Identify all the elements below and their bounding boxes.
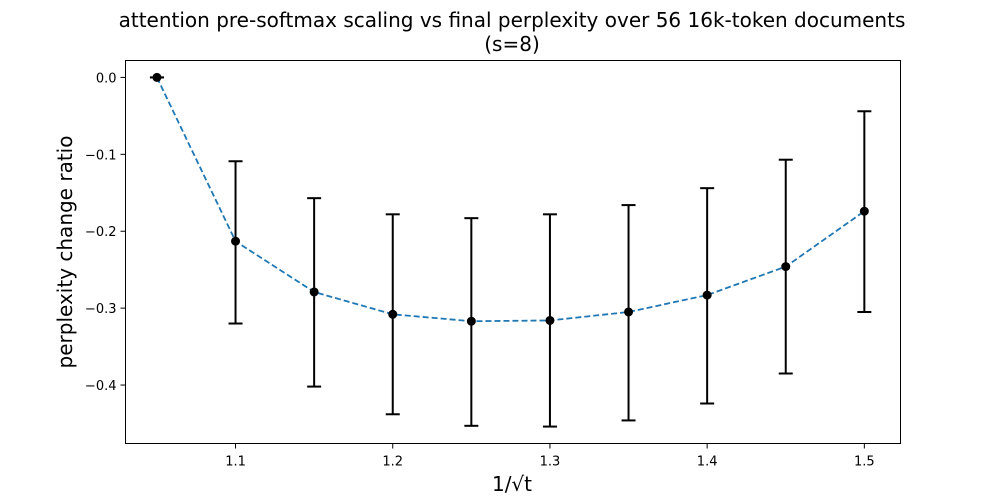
data-point <box>545 315 555 325</box>
chart-title-line-1: attention pre-softmax scaling vs final p… <box>119 8 906 32</box>
series-line <box>156 77 865 323</box>
data-series <box>149 72 872 428</box>
y-tick-label: −0.1 <box>85 148 117 163</box>
data-point <box>388 309 398 319</box>
data-point <box>702 290 712 300</box>
data-point <box>781 262 791 272</box>
chart-title-line-2: (s=8) <box>484 32 540 56</box>
y-tick-label: −0.4 <box>85 379 117 394</box>
data-point <box>624 307 634 317</box>
axis-ticks: 1.1 1.2 1.3 1.4 1.5 0.0 −0.1 −0.2 −0.3 −0.4 <box>85 71 875 469</box>
x-tick-label: 1.4 <box>697 455 718 470</box>
x-tick-label: 1.3 <box>540 455 561 470</box>
data-point <box>466 316 476 326</box>
data-point <box>859 206 869 216</box>
data-point <box>231 236 241 246</box>
x-tick-label: 1.5 <box>854 455 875 470</box>
data-point <box>152 72 162 82</box>
y-axis-label: perplexity change ratio <box>53 136 77 369</box>
plot-area-frame <box>125 60 901 444</box>
data-point <box>309 287 319 297</box>
x-tick-label: 1.1 <box>225 455 246 470</box>
y-tick-label: 0.0 <box>96 71 117 86</box>
y-tick-label: −0.2 <box>85 225 117 240</box>
x-tick-label: 1.2 <box>382 455 403 470</box>
x-axis-label: 1/√t <box>492 472 532 496</box>
y-tick-label: −0.3 <box>85 302 117 317</box>
